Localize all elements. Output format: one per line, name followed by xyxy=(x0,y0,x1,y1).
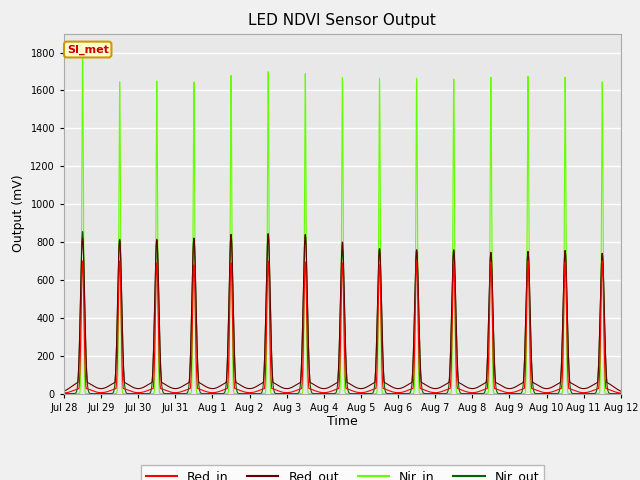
Nir_in xyxy=(617,391,625,396)
Red_in xyxy=(617,390,625,396)
Nir_in xyxy=(60,391,68,396)
Nir_out xyxy=(499,391,506,396)
Nir_in xyxy=(269,391,276,396)
Nir_out xyxy=(617,391,625,396)
Red_out xyxy=(499,384,506,389)
Line: Nir_in: Nir_in xyxy=(64,49,621,394)
Nir_out xyxy=(173,391,181,396)
Red_in xyxy=(499,388,506,394)
Nir_out xyxy=(79,229,86,235)
X-axis label: Time: Time xyxy=(327,415,358,429)
Nir_in xyxy=(615,391,623,396)
Nir_out xyxy=(60,391,68,396)
Line: Red_out: Red_out xyxy=(64,234,621,391)
Red_in xyxy=(60,390,68,396)
Y-axis label: Output (mV): Output (mV) xyxy=(12,175,25,252)
Red_out xyxy=(60,388,68,394)
Nir_in xyxy=(173,391,181,396)
Line: Red_in: Red_in xyxy=(64,261,621,393)
Red_out xyxy=(173,385,181,391)
Red_in xyxy=(173,390,181,396)
Nir_in xyxy=(419,391,427,396)
Red_out xyxy=(179,383,187,389)
Red_in xyxy=(79,258,86,264)
Legend: Red_in, Red_out, Nir_in, Nir_out: Red_in, Red_out, Nir_in, Nir_out xyxy=(141,465,544,480)
Nir_out xyxy=(179,391,187,396)
Text: SI_met: SI_met xyxy=(67,44,109,55)
Red_out xyxy=(227,231,235,237)
Red_in xyxy=(269,386,276,392)
Title: LED NDVI Sensor Output: LED NDVI Sensor Output xyxy=(248,13,436,28)
Red_out xyxy=(269,374,276,380)
Nir_out xyxy=(419,390,427,396)
Nir_out xyxy=(269,374,276,380)
Line: Nir_out: Nir_out xyxy=(64,232,621,394)
Red_out xyxy=(617,388,625,394)
Nir_in xyxy=(179,391,187,396)
Nir_in xyxy=(499,391,506,396)
Nir_in xyxy=(79,46,86,52)
Red_in xyxy=(419,386,427,392)
Nir_out xyxy=(615,391,623,396)
Red_out xyxy=(615,387,623,393)
Red_out xyxy=(419,381,427,386)
Red_in xyxy=(179,388,187,394)
Red_in xyxy=(615,390,623,396)
